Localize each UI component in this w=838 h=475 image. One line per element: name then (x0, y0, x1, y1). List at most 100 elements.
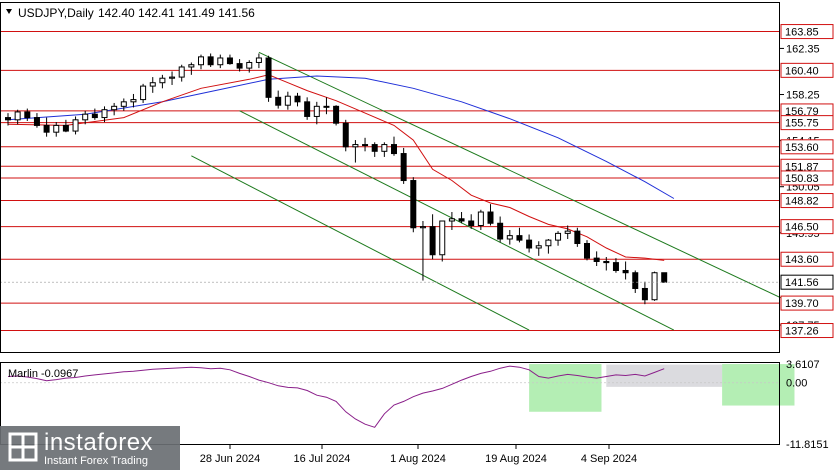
oscillator-panel (0, 364, 795, 428)
candle-body (5, 117, 11, 121)
level-label: 155.75 (785, 118, 819, 130)
candle-body (178, 66, 185, 78)
level-label: 153.60 (785, 142, 819, 154)
candle-body (352, 144, 359, 148)
candle-body (14, 111, 21, 121)
ma-slow-line (7, 75, 675, 199)
candle-body (207, 56, 214, 66)
candle-body (217, 57, 224, 66)
ohlc-values: 142.40 142.41 141.49 141.56 (98, 6, 255, 20)
candle-body (622, 269, 629, 274)
candle-body (53, 124, 60, 133)
candle-body (91, 113, 98, 119)
price-tick-label: 158.25 (786, 90, 820, 102)
date-tick-label: 4 Sep 2024 (581, 453, 637, 465)
candle-body (43, 124, 50, 133)
candle-body (391, 144, 397, 155)
level-label-box (780, 251, 834, 267)
current-price-label: 141.56 (785, 277, 819, 289)
candle-body (641, 287, 648, 301)
brand-name: instaforex (44, 429, 154, 456)
level-label: 139.70 (785, 298, 819, 310)
candle-body (526, 239, 533, 249)
price-tick-label: 162.35 (786, 43, 820, 55)
level-label-box (780, 24, 834, 40)
candle-body (410, 180, 417, 229)
candle-body (265, 57, 272, 98)
instaforex-mark-icon (8, 432, 38, 462)
candle-body (72, 119, 79, 132)
candle-body (419, 226, 426, 229)
candle-body (188, 64, 195, 68)
level-label-box (780, 219, 834, 235)
candle-body (381, 144, 388, 152)
ma-fast-line (7, 74, 665, 261)
moving-averages (7, 74, 675, 261)
candle-body (555, 232, 562, 241)
level-label-box (780, 295, 834, 311)
candle-body (226, 57, 233, 65)
candle-body (612, 262, 619, 271)
candles (5, 53, 668, 305)
candle-body (304, 101, 311, 117)
candle-body (458, 218, 465, 222)
candle-body (468, 220, 475, 227)
candle-body (62, 124, 69, 132)
candle-body (130, 99, 137, 103)
instaforex-logo: instaforex Instant Forex Trading (0, 426, 180, 470)
date-tick-label: 16 Jul 2024 (294, 453, 351, 465)
level-label: 137.26 (785, 326, 819, 338)
marlin-line (7, 365, 665, 428)
level-label: 143.60 (785, 254, 819, 266)
candle-body (82, 113, 89, 121)
level-label: 148.82 (785, 196, 819, 208)
level-label: 150.83 (785, 173, 819, 185)
candle-body (651, 272, 658, 301)
candle-body (169, 76, 176, 79)
candle-body (584, 242, 590, 259)
level-label: 160.40 (785, 65, 819, 77)
symbol-label: USDJPY,Daily (18, 6, 94, 20)
date-tick-label: 19 Aug 2024 (485, 453, 547, 465)
main-panel-frame (0, 2, 780, 353)
level-label-box (780, 170, 834, 186)
candle-body (149, 82, 156, 87)
candle-body (111, 105, 118, 111)
candle-body (448, 218, 455, 222)
candle-body (516, 235, 523, 241)
horizontal-levels (0, 31, 780, 332)
channel-line (191, 155, 530, 331)
level-label: 156.79 (785, 106, 819, 118)
osc-tick-label: 0.00 (786, 378, 807, 390)
date-tick-label: 28 Jun 2024 (200, 453, 261, 465)
channel-line (239, 110, 675, 331)
candle-body (323, 105, 330, 108)
candle-body (400, 153, 407, 182)
highlight-box (529, 364, 602, 412)
candle-body (487, 211, 494, 224)
highlight-box (606, 364, 723, 387)
candle-body (101, 109, 108, 119)
candle-body (140, 85, 147, 101)
candle-body (294, 95, 301, 103)
osc-panel-frame (0, 362, 780, 445)
candle-body (246, 61, 253, 69)
level-label-box (780, 323, 834, 339)
channel-line (258, 51, 790, 303)
candle-body (545, 239, 552, 247)
candle-body (342, 122, 349, 148)
current-price-box (780, 274, 834, 290)
candle-body (371, 144, 378, 152)
candle-body (362, 144, 369, 147)
level-label-box (780, 115, 834, 131)
level-label: 163.85 (785, 27, 819, 39)
date-tick-label: 1 Aug 2024 (390, 453, 446, 465)
candle-body (603, 260, 610, 264)
chart-header: USDJPY,Daily 142.40 142.41 141.49 141.56 (18, 6, 255, 20)
osc-tick-label: -11.8151 (786, 439, 829, 451)
candle-body (284, 95, 291, 106)
candle-body (275, 96, 282, 106)
candle-body (198, 56, 204, 66)
